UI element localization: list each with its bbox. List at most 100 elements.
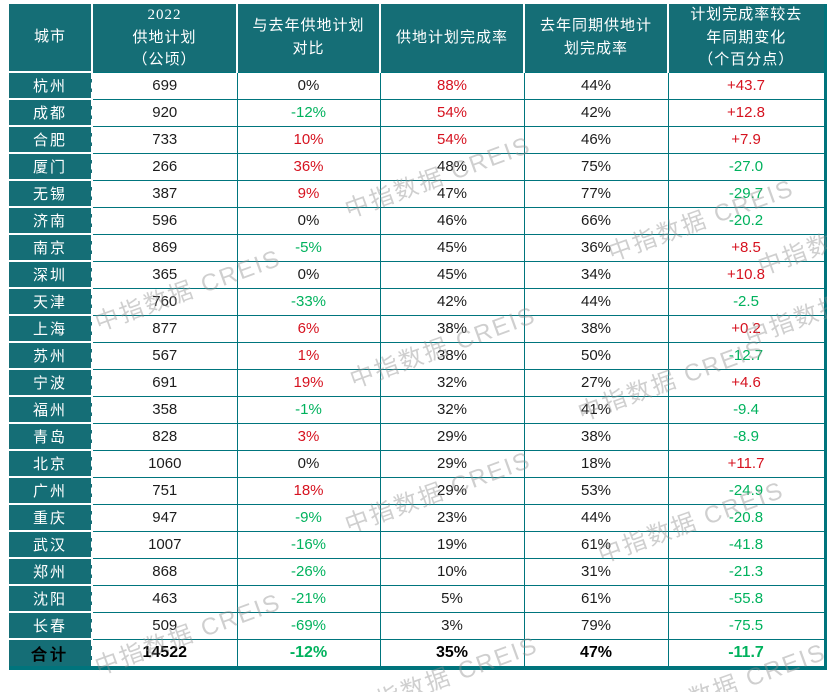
table-row: 合肥 733 10% 54% 46% +7.9: [9, 125, 827, 154]
vs-last-year-cell: 6%: [236, 314, 381, 343]
rate-change-cell: -2.5: [667, 287, 827, 316]
completion-rate-cell: 38%: [379, 341, 525, 370]
rate-change-cell: -55.8: [667, 584, 827, 613]
last-year-completion-rate-cell: 18%: [523, 449, 669, 478]
city-cell: 济南: [9, 206, 93, 234]
vs-last-year-cell: 10%: [236, 125, 381, 154]
col-header-vs-last-year-plan: 与去年供地计划 对比: [236, 4, 380, 73]
plan-value-cell: 358: [91, 395, 238, 424]
rate-change-cell: +4.6: [667, 368, 827, 397]
last-year-completion-rate-cell: 46%: [523, 125, 669, 154]
table-row: 苏州 567 1% 38% 50% -12.7: [9, 341, 827, 370]
header-row: 城市 2022 供地计划 （公顷） 与去年供地计划 对比 供地计划完成率 去年同…: [9, 4, 826, 73]
rate-change-cell: -20.2: [667, 206, 827, 235]
plan-value-cell: 1007: [91, 530, 238, 559]
vs-last-year-cell: 0%: [236, 206, 381, 235]
vs-last-year-cell: -26%: [236, 557, 381, 586]
vs-last-year-cell: 19%: [236, 368, 381, 397]
vs-last-year-cell: -69%: [236, 611, 381, 640]
plan-value-cell: 920: [91, 98, 238, 127]
plan-value-cell: 365: [91, 260, 238, 289]
col-header-completion-rate-change: 计划完成率较去 年同期变化 （个百分点）: [667, 4, 826, 73]
rate-change-cell: -21.3: [667, 557, 827, 586]
completion-rate-cell: 45%: [379, 233, 525, 262]
completion-rate-cell: 47%: [379, 179, 525, 208]
table-row: 武汉 1007 -16% 19% 61% -41.8: [9, 530, 827, 559]
plan-value-cell: 1060: [91, 449, 238, 478]
rate-change-cell: -24.9: [667, 476, 827, 505]
rate-change-cell: +7.9: [667, 125, 827, 154]
completion-rate-cell: 38%: [379, 314, 525, 343]
table-row: 青岛 828 3% 29% 38% -8.9: [9, 422, 827, 451]
table-row: 郑州 868 -26% 10% 31% -21.3: [9, 557, 827, 586]
vs-last-year-cell: 3%: [236, 422, 381, 451]
last-year-completion-rate-cell: 61%: [523, 584, 669, 613]
vs-last-year-cell: -5%: [236, 233, 381, 262]
table-body: 杭州 699 0% 88% 44% +43.7 成都 920 -12% 54% …: [9, 71, 827, 669]
plan-value-cell: 869: [91, 233, 238, 262]
vs-last-year-cell: -21%: [236, 584, 381, 613]
plan-value-cell: 760: [91, 287, 238, 316]
completion-rate-cell: 19%: [379, 530, 525, 559]
last-year-completion-rate-cell: 79%: [523, 611, 669, 640]
rate-change-cell: +12.8: [667, 98, 827, 127]
plan-value-cell: 877: [91, 314, 238, 343]
city-cell: 重庆: [9, 503, 93, 531]
city-cell: 无锡: [9, 179, 93, 207]
city-cell: 广州: [9, 476, 93, 504]
rate-change-cell: +10.8: [667, 260, 827, 289]
vs-last-year-cell: 9%: [236, 179, 381, 208]
city-cell: 天津: [9, 287, 93, 315]
rate-change-cell: +0.2: [667, 314, 827, 343]
city-cell: 宁波: [9, 368, 93, 396]
city-cell: 深圳: [9, 260, 93, 288]
vs-last-year-cell: 0%: [236, 260, 381, 289]
completion-rate-cell: 54%: [379, 125, 525, 154]
table-header: 城市 2022 供地计划 （公顷） 与去年供地计划 对比 供地计划完成率 去年同…: [9, 4, 826, 73]
plan-value-cell: 733: [91, 125, 238, 154]
table-row: 厦门 266 36% 48% 75% -27.0: [9, 152, 827, 181]
city-cell: 南京: [9, 233, 93, 261]
last-year-completion-rate-cell: 44%: [523, 287, 669, 316]
plan-value-cell: 691: [91, 368, 238, 397]
table-row: 成都 920 -12% 54% 42% +12.8: [9, 98, 827, 127]
city-cell: 上海: [9, 314, 93, 342]
table-row: 北京 1060 0% 29% 18% +11.7: [9, 449, 827, 478]
last-year-completion-rate-cell: 66%: [523, 206, 669, 235]
city-cell: 杭州: [9, 71, 93, 99]
col-header-last-year-completion-rate: 去年同期供地计 划完成率: [523, 4, 668, 73]
completion-rate-cell: 45%: [379, 260, 525, 289]
vs-last-year-cell: -1%: [236, 395, 381, 424]
last-year-completion-rate-cell: 38%: [523, 314, 669, 343]
col-header-city: 城市: [9, 4, 92, 73]
completion-rate-cell: 10%: [379, 557, 525, 586]
plan-value-cell: 14522: [91, 638, 238, 669]
last-year-completion-rate-cell: 31%: [523, 557, 669, 586]
completion-rate-cell: 3%: [379, 611, 525, 640]
vs-last-year-cell: 18%: [236, 476, 381, 505]
city-cell: 沈阳: [9, 584, 93, 612]
last-year-completion-rate-cell: 44%: [523, 503, 669, 532]
last-year-completion-rate-cell: 36%: [523, 233, 669, 262]
completion-rate-cell: 29%: [379, 422, 525, 451]
table-row: 济南 596 0% 46% 66% -20.2: [9, 206, 827, 235]
last-year-completion-rate-cell: 53%: [523, 476, 669, 505]
last-year-completion-rate-cell: 42%: [523, 98, 669, 127]
last-year-completion-rate-cell: 41%: [523, 395, 669, 424]
completion-rate-cell: 23%: [379, 503, 525, 532]
col-header-2022-plan: 2022 供地计划 （公顷）: [91, 4, 237, 73]
plan-value-cell: 567: [91, 341, 238, 370]
completion-rate-cell: 29%: [379, 449, 525, 478]
plan-value-cell: 828: [91, 422, 238, 451]
vs-last-year-cell: -12%: [236, 98, 381, 127]
table-row: 杭州 699 0% 88% 44% +43.7: [9, 71, 827, 100]
vs-last-year-cell: -16%: [236, 530, 381, 559]
rate-change-cell: -20.8: [667, 503, 827, 532]
last-year-completion-rate-cell: 77%: [523, 179, 669, 208]
rate-change-cell: +43.7: [667, 71, 827, 100]
city-cell: 合肥: [9, 125, 93, 153]
vs-last-year-cell: -9%: [236, 503, 381, 532]
vs-last-year-cell: 0%: [236, 71, 381, 100]
land-supply-table: 城市 2022 供地计划 （公顷） 与去年供地计划 对比 供地计划完成率 去年同…: [9, 4, 827, 670]
table-row: 长春 509 -69% 3% 79% -75.5: [9, 611, 827, 640]
